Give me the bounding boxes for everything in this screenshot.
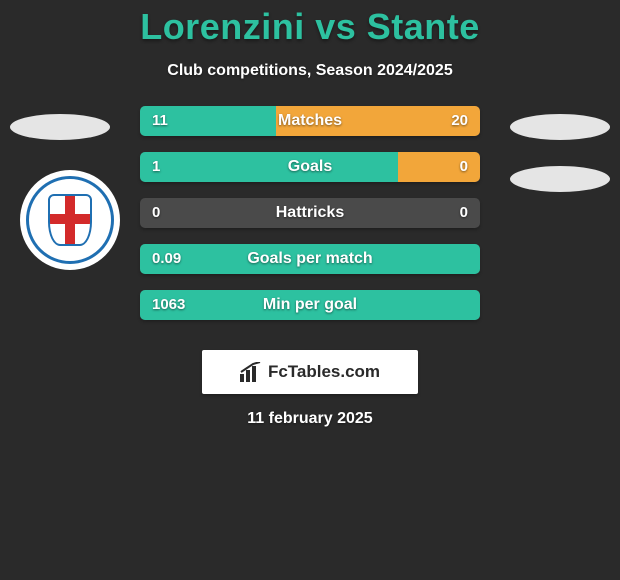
- stat-row: Hattricks0 0: [140, 198, 480, 228]
- stat-row: Goals per match0.09: [140, 244, 480, 274]
- badge-cross-horizontal: [50, 214, 90, 224]
- page-subtitle: Club competitions, Season 2024/2025: [0, 62, 620, 80]
- stat-bars: Matches1120Goals10Hattricks00Goals per m…: [140, 106, 480, 336]
- stat-value-left: 0.09: [152, 244, 181, 274]
- bar-chart-icon: [240, 362, 262, 382]
- branding-text: FcTables.com: [268, 362, 380, 382]
- stat-value-left: 1063: [152, 290, 185, 320]
- page-title: Lorenzini vs Stante: [0, 0, 620, 48]
- badge-shield: [48, 194, 92, 246]
- stat-value-left: 1: [152, 152, 160, 182]
- player-right-avatar-placeholder: [510, 114, 610, 140]
- stat-value-right: 0: [460, 198, 468, 228]
- stat-row: Min per goal1063: [140, 290, 480, 320]
- stat-row: Goals1 0: [140, 152, 480, 182]
- footer-date: 11 february 2025: [0, 410, 620, 428]
- stat-value-left: 0: [152, 198, 160, 228]
- branding-badge: FcTables.com: [202, 350, 418, 394]
- stat-label: Goals: [140, 152, 480, 182]
- player-left-avatar-placeholder: [10, 114, 110, 140]
- stat-label: Goals per match: [140, 244, 480, 274]
- stat-row: Matches11 20: [140, 106, 480, 136]
- stat-label: Hattricks: [140, 198, 480, 228]
- stat-value-right: 20: [451, 106, 468, 136]
- player-left-club-badge: [20, 170, 120, 270]
- stat-value-right: 0: [460, 152, 468, 182]
- comparison-card: Lorenzini vs Stante Club competitions, S…: [0, 0, 620, 580]
- stat-label: Min per goal: [140, 290, 480, 320]
- player-right-club-placeholder: [510, 166, 610, 192]
- stat-label: Matches: [140, 106, 480, 136]
- stat-value-left: 11: [152, 106, 168, 136]
